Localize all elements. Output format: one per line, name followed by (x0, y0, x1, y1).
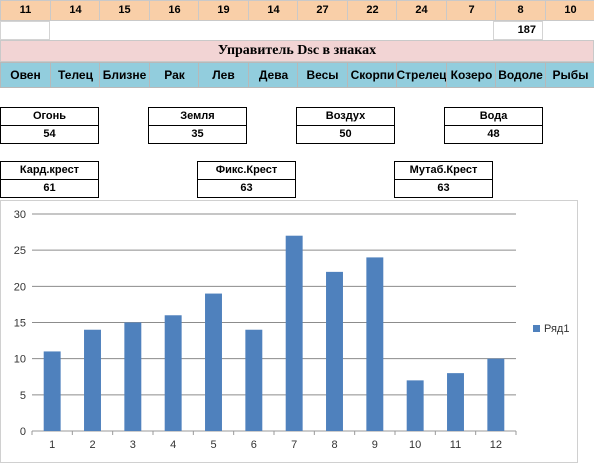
y-tick-label: 5 (20, 390, 26, 402)
x-tick-label: 8 (331, 439, 337, 451)
bar (205, 293, 222, 431)
sign-cell[interactable]: Дева (248, 62, 299, 88)
element-label[interactable]: Земля (148, 107, 247, 126)
bar (245, 329, 263, 431)
sign-cell[interactable]: Весы (297, 62, 348, 88)
sign-cell[interactable]: Овен (0, 62, 51, 88)
sign-cell[interactable]: Лев (198, 62, 249, 88)
sign-cell[interactable]: Близне (99, 62, 150, 88)
header-number-cell[interactable]: 15 (99, 0, 150, 21)
header-number-cell[interactable]: 22 (347, 0, 398, 21)
x-tick-label: 10 (409, 439, 421, 451)
sign-cell[interactable]: Козеро (446, 62, 497, 88)
header-number-cell[interactable]: 16 (149, 0, 200, 21)
sign-cell[interactable]: Водоле (495, 62, 546, 88)
legend-label: Ряд1 (544, 323, 569, 335)
y-tick-label: 20 (14, 281, 26, 293)
cross-value[interactable]: 61 (0, 179, 99, 198)
bar (124, 322, 142, 431)
legend-swatch (533, 325, 540, 332)
y-tick-label: 30 (14, 209, 26, 221)
header-number-cell[interactable]: 11 (0, 0, 51, 21)
element-value[interactable]: 50 (296, 125, 395, 144)
x-tick-label: 2 (89, 439, 95, 451)
total-value-cell[interactable]: 187 (493, 21, 543, 40)
sign-cell[interactable]: Стрелец (396, 62, 447, 88)
sign-cell[interactable]: Телец (50, 62, 101, 88)
x-tick-label: 5 (210, 439, 216, 451)
bar (487, 358, 505, 431)
cross-label[interactable]: Мутаб.Крест (394, 161, 493, 180)
x-tick-label: 9 (372, 439, 378, 451)
x-tick-label: 1 (49, 439, 55, 451)
element-label[interactable]: Вода (444, 107, 543, 126)
bar (43, 351, 61, 431)
cross-label[interactable]: Фикс.Крест (197, 161, 296, 180)
x-tick-label: 12 (490, 439, 502, 451)
cross-value[interactable]: 63 (394, 179, 493, 198)
y-tick-label: 15 (14, 318, 26, 330)
x-tick-label: 6 (251, 439, 257, 451)
x-tick-label: 11 (450, 439, 461, 451)
header-number-cell[interactable]: 24 (396, 0, 447, 21)
header-number-cell[interactable]: 10 (545, 0, 594, 21)
element-value[interactable]: 48 (444, 125, 543, 144)
bar (164, 315, 182, 431)
x-tick-label: 4 (170, 439, 176, 451)
blank-cell[interactable] (0, 21, 50, 40)
bar-chart[interactable]: 0 5 10 15 20 25 30 1 2 3 4 5 6 7 8 9 10 11 12 Ряд1 (0, 200, 578, 463)
element-value[interactable]: 54 (0, 125, 99, 144)
x-tick-label: 7 (291, 439, 297, 451)
y-tick-label: 10 (14, 354, 26, 366)
bar (285, 235, 303, 431)
element-label[interactable]: Воздух (296, 107, 395, 126)
bar (84, 329, 101, 431)
element-value[interactable]: 35 (148, 125, 247, 144)
cross-value[interactable]: 63 (197, 179, 296, 198)
x-tick-label: 3 (130, 439, 136, 451)
sign-cell[interactable]: Рыбы (545, 62, 594, 88)
header-number-cell[interactable]: 19 (198, 0, 249, 21)
header-number-cell[interactable]: 14 (248, 0, 299, 21)
header-number-cell[interactable]: 27 (297, 0, 348, 21)
header-number-cell[interactable]: 14 (50, 0, 101, 21)
bar (366, 257, 384, 431)
y-tick-label: 25 (14, 245, 26, 257)
bar (447, 373, 464, 431)
y-tick-label: 0 (20, 426, 26, 438)
header-number-cell[interactable]: 7 (446, 0, 497, 21)
sign-cell[interactable]: Скорпи (347, 62, 398, 88)
header-number-cell[interactable]: 8 (495, 0, 546, 21)
bar (406, 380, 424, 431)
sign-cell[interactable]: Рак (149, 62, 200, 88)
sheet-title[interactable]: Управитель Dsc в знаках (0, 40, 594, 62)
bar (326, 271, 343, 431)
element-label[interactable]: Огонь (0, 107, 99, 126)
cross-label[interactable]: Кард.крест (0, 161, 99, 180)
